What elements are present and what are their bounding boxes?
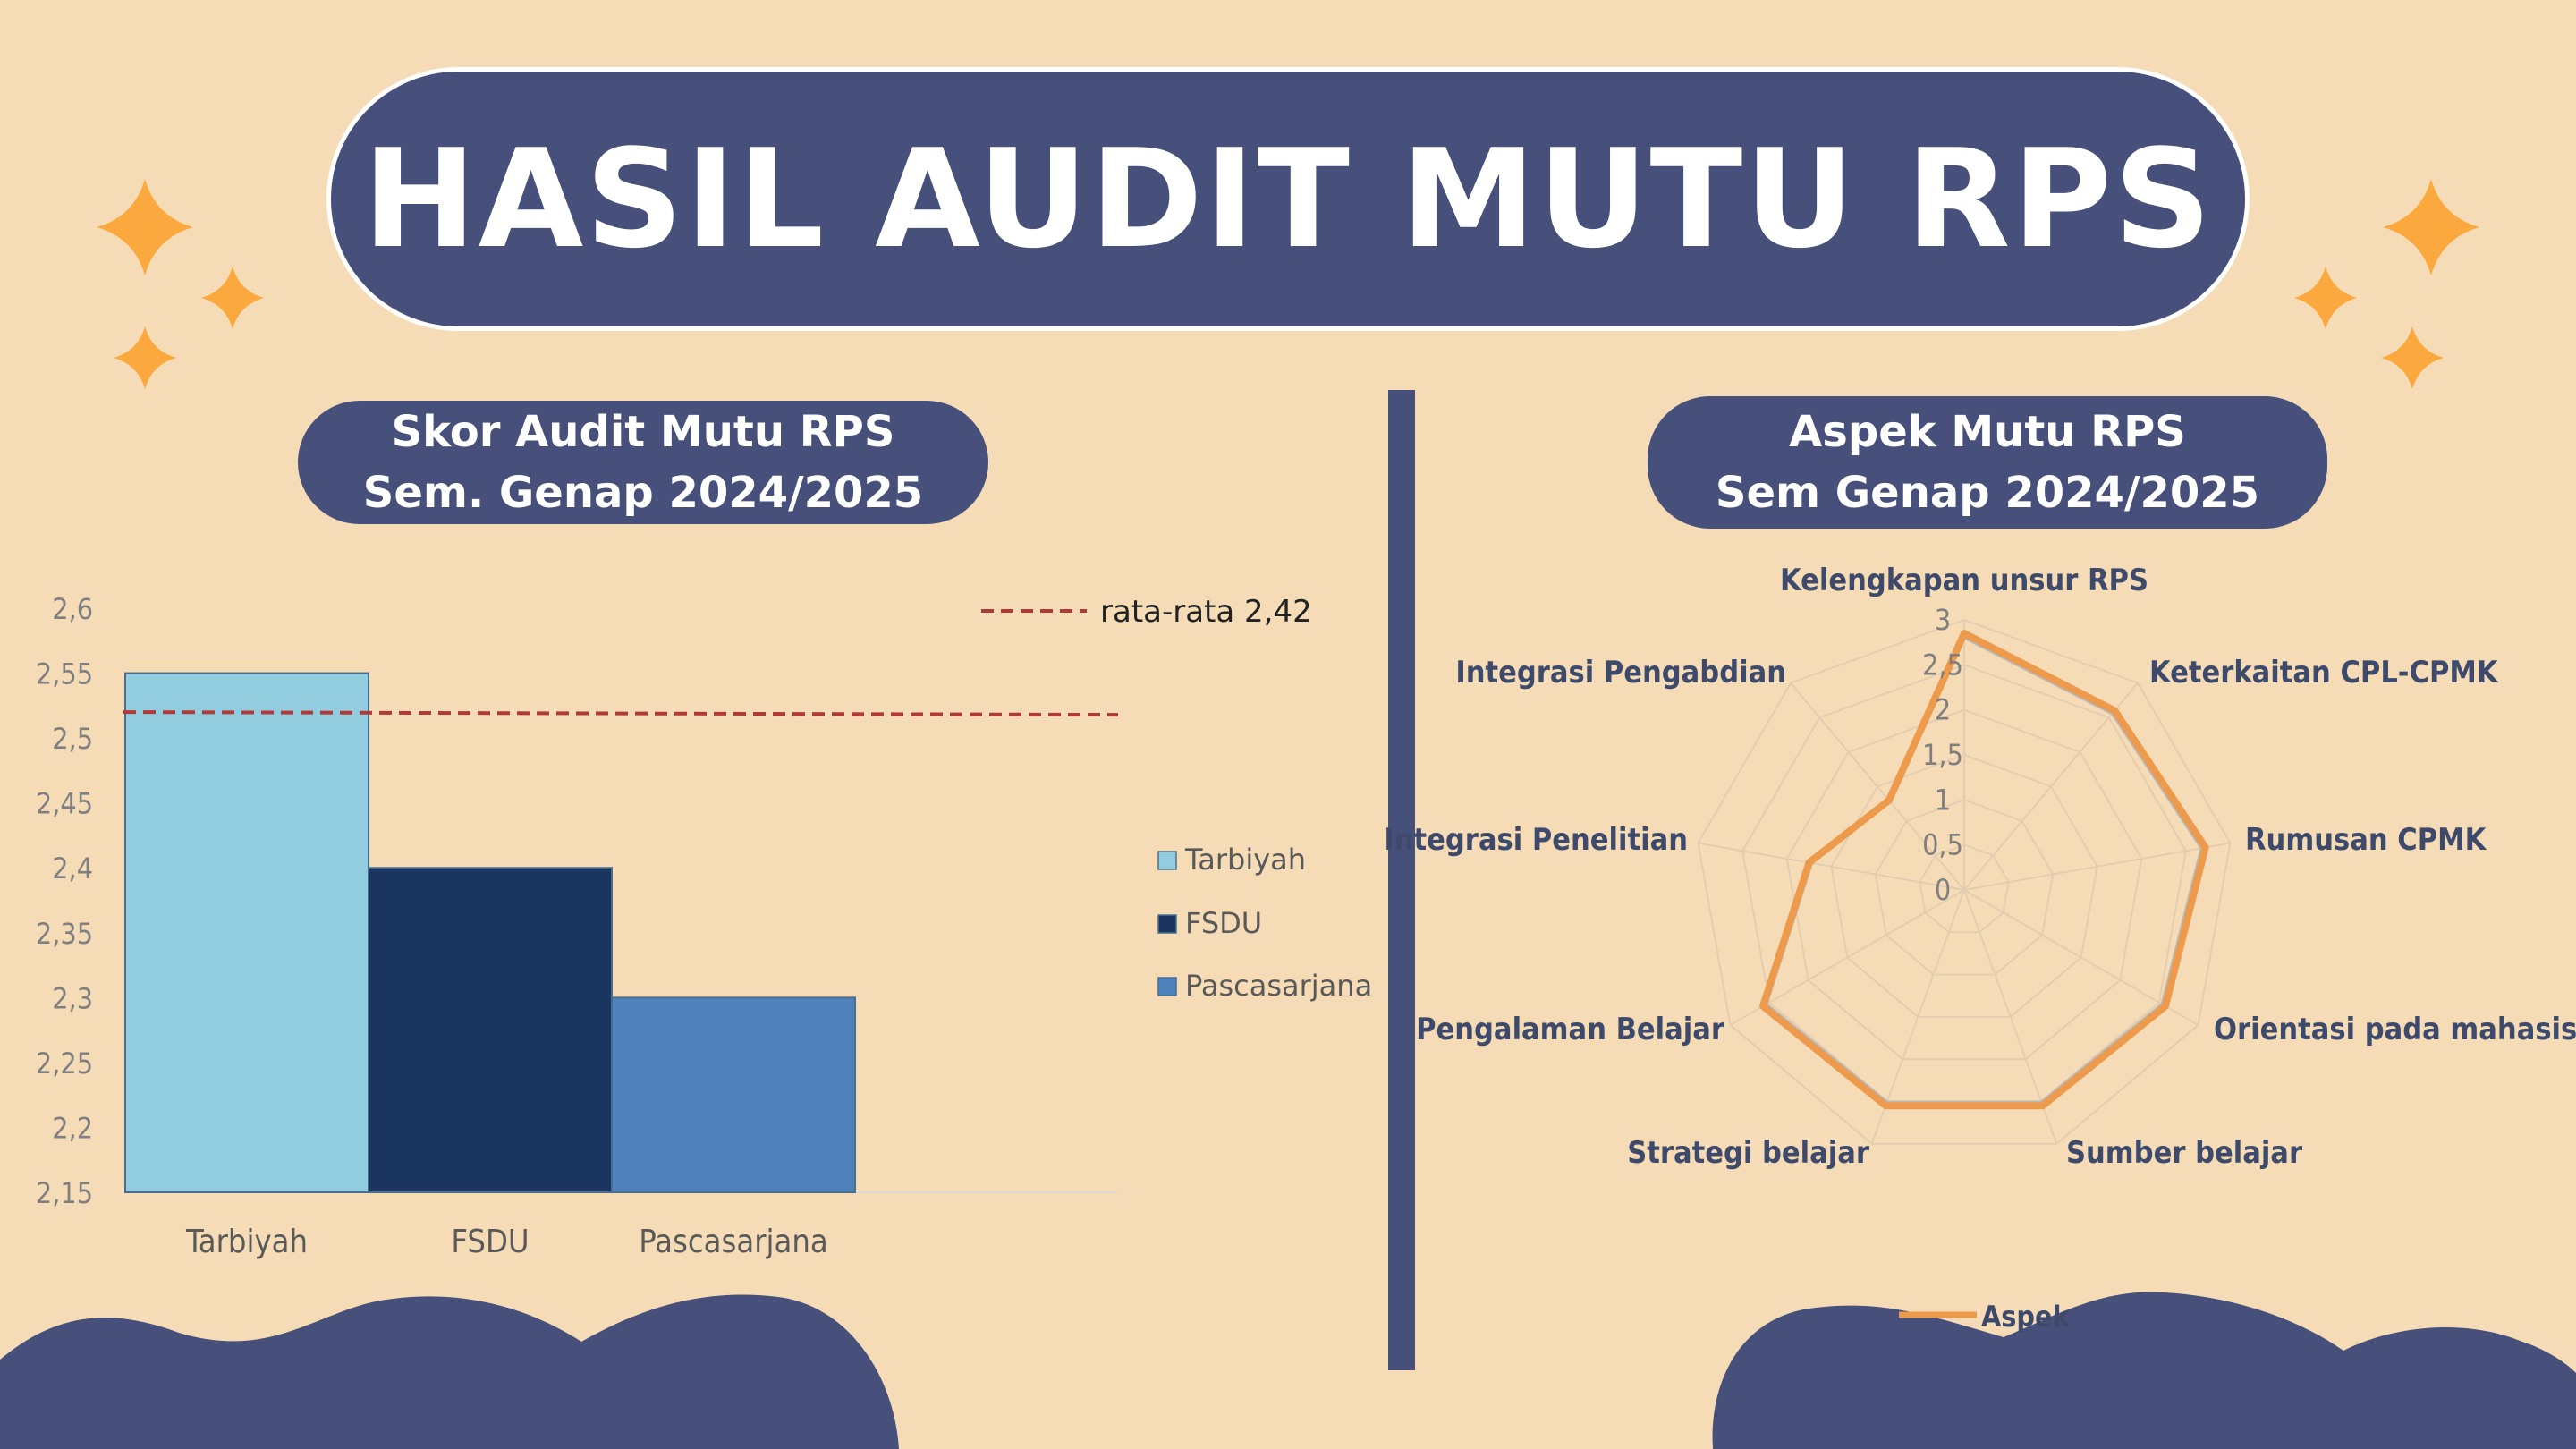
- radar-spoke: [1790, 682, 1965, 891]
- right-panel-title-line1: Aspek Mutu RPS: [1789, 407, 2186, 457]
- legend-label: Tarbiyah: [1184, 843, 1306, 877]
- bar-fsdu: [368, 867, 613, 1193]
- right-wave-shape: [1712, 1292, 2576, 1449]
- panel-divider: [1388, 390, 1415, 1370]
- radar-category-label: Integrasi Penelitian: [1384, 822, 1688, 858]
- legend-swatch: [1157, 977, 1177, 996]
- y-tick-label: 2,3: [52, 981, 93, 1015]
- radar-tick-label: 0,5: [1922, 828, 1963, 862]
- y-tick-label: 2,25: [36, 1046, 93, 1080]
- header-banner: HASIL AUDIT MUTU RPS: [326, 67, 2250, 331]
- radar-spoke: [1729, 889, 1965, 1026]
- radar-spoke: [1698, 842, 1965, 891]
- y-tick-label: 2,15: [36, 1176, 93, 1210]
- radar-category-label: Pengalaman Belajar: [1416, 1012, 1725, 1047]
- radar-tick-label: 1,5: [1922, 738, 1963, 772]
- radar-tick-label: 2: [1935, 693, 1951, 727]
- y-tick-label: 2,2: [52, 1111, 93, 1145]
- y-tick-label: 2,6: [52, 592, 93, 626]
- radar-category-label: Kelengkapan unsur RPS: [1780, 563, 2148, 598]
- radar-category-label: Strategi belajar: [1627, 1135, 1870, 1171]
- page-title: HASIL AUDIT MUTU RPS: [362, 120, 2214, 278]
- average-legend-label: rata-rata 2,42: [1100, 594, 1312, 630]
- legend-label: Pascasarjana: [1185, 969, 1372, 1003]
- radar-spoke: [1963, 889, 2199, 1026]
- y-tick-label: 2,45: [36, 787, 93, 821]
- radar-grid-ring: [1785, 708, 2143, 1061]
- sparkle-icon: [201, 267, 264, 329]
- bar-pascasarjana: [611, 996, 856, 1194]
- radar-tick-label: 1: [1935, 783, 1951, 817]
- x-tick-label: Pascasarjana: [639, 1224, 828, 1260]
- bar-tarbiyah: [124, 672, 369, 1193]
- radar-category-label: Integrasi Pengabdian: [1455, 655, 1786, 691]
- radar-category-label: Orientasi pada mahasiswa: [2214, 1012, 2576, 1047]
- legend-label: FSDU: [1185, 906, 1262, 940]
- left-panel-title-line2: Sem. Genap 2024/2025: [362, 468, 924, 518]
- radar-category-label: Sumber belajar: [2066, 1135, 2303, 1171]
- radar-spoke: [1963, 842, 2231, 891]
- sparkle-icon: [114, 326, 176, 389]
- legend-swatch: [1157, 914, 1177, 934]
- sparkle-icon: [2383, 179, 2479, 275]
- radar-grid-ring: [1697, 618, 2232, 1145]
- radar-series-aspek: [1759, 630, 2209, 1110]
- radar-grid-ring: [1874, 799, 2055, 976]
- radar-category-label: Rumusan CPMK: [2245, 822, 2487, 858]
- left-panel-title-line1: Skor Audit Mutu RPS: [391, 407, 895, 457]
- legend-swatch: [1157, 851, 1177, 870]
- radar-category-label: Keterkaitan CPL-CPMK: [2149, 655, 2499, 691]
- right-panel-title-line2: Sem Genap 2024/2025: [1715, 468, 2260, 518]
- y-tick-label: 2,55: [36, 657, 93, 691]
- radar-spoke: [1963, 682, 2139, 891]
- y-tick-label: 2,5: [52, 722, 93, 756]
- x-tick-label: Tarbiyah: [185, 1224, 308, 1260]
- radar-legend-label: Aspek: [1981, 1300, 2071, 1334]
- sparkle-icon: [2294, 267, 2357, 329]
- radar-grid-ring: [1919, 843, 2010, 934]
- left-panel-title: Skor Audit Mutu RPS Sem. Genap 2024/2025: [298, 401, 988, 524]
- y-tick-label: 2,4: [52, 852, 93, 886]
- radar-tick-label: 3: [1935, 603, 1951, 637]
- radar-tick-label: 0: [1935, 873, 1951, 907]
- sparkle-icon: [97, 179, 193, 275]
- radar-tick-label: 2,5: [1922, 648, 1963, 682]
- sparkle-icon: [2381, 326, 2444, 389]
- average-line: [123, 710, 1119, 717]
- left-wave-shape: [0, 1294, 899, 1449]
- right-panel-title: Aspek Mutu RPS Sem Genap 2024/2025: [1648, 396, 2327, 529]
- y-tick-label: 2,35: [36, 917, 93, 951]
- x-tick-label: FSDU: [451, 1224, 529, 1260]
